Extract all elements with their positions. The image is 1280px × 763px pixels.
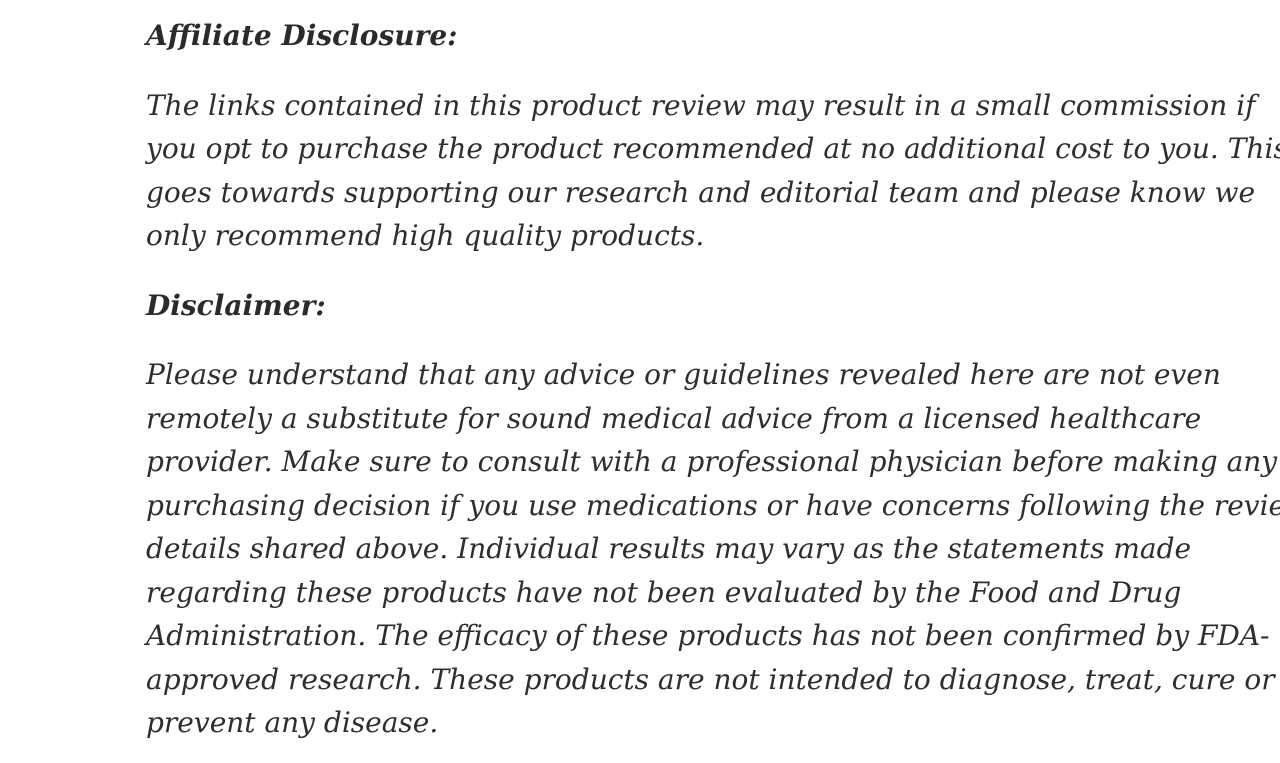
paragraph-line: Please understand that any advice or gui… (146, 358, 1221, 391)
paragraph-line: Administration. The efficacy of these pr… (146, 619, 1270, 652)
section-heading: Affiliate Disclosure: (146, 19, 458, 52)
paragraph-line: you opt to purchase the product recommen… (146, 132, 1280, 165)
paragraph-line: purchasing decision if you use medicatio… (146, 488, 1280, 522)
paragraph-line: provider. Make sure to consult with a pr… (146, 445, 1278, 478)
paragraph: The links contained in this product revi… (146, 84, 1280, 258)
paragraph: Please understand that any advice or gui… (146, 353, 1280, 745)
paragraph-line: approved research. These products are no… (146, 662, 1275, 696)
paragraph-line: details shared above. Individual results… (146, 532, 1192, 565)
paragraph-line: only recommend high quality products. (146, 219, 705, 252)
article-content: Affiliate Disclosure: The links contained… (146, 19, 1280, 745)
paragraph-line: prevent any disease. (146, 706, 439, 739)
paragraph-line: remotely a substitute for sound medical … (146, 401, 1202, 435)
section-heading: Disclaimer: (146, 288, 326, 322)
paragraph-line: goes towards supporting our research and… (146, 175, 1256, 209)
paragraph-line: regarding these products have not been e… (146, 575, 1182, 609)
paragraph-line: The links contained in this product revi… (146, 88, 1256, 122)
